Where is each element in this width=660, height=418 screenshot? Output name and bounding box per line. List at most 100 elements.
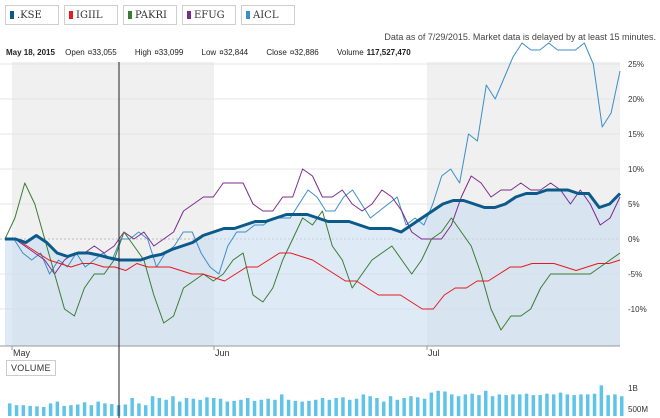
volume-bar — [144, 405, 148, 416]
volume-bar — [456, 396, 461, 416]
volume-bar — [592, 393, 597, 416]
volume-bar — [565, 394, 570, 416]
volume-bar — [436, 390, 440, 416]
volume-bar — [252, 400, 257, 416]
volume-bar — [545, 393, 549, 416]
volume-bar — [55, 401, 60, 416]
volume-bar — [422, 398, 427, 416]
y-tick-label: 10% — [628, 165, 644, 174]
volume-bar — [388, 396, 393, 416]
volume-bar — [613, 394, 617, 416]
volume-bar — [552, 394, 556, 416]
volume-bar — [171, 396, 175, 416]
volume-bar — [96, 401, 100, 416]
volume-bar — [191, 398, 196, 416]
volume-bar — [334, 398, 338, 416]
volume-bar — [586, 394, 590, 416]
y-tick-label: 0% — [628, 235, 640, 244]
volume-bar — [409, 396, 413, 416]
volume-bar — [239, 399, 243, 416]
volume-bar — [82, 402, 87, 416]
volume-bar — [103, 403, 107, 416]
volume-bar — [518, 394, 522, 416]
series-line-igiil[interactable] — [5, 238, 621, 310]
volume-toggle-button[interactable]: VOLUME — [6, 360, 56, 376]
volume-bar — [450, 394, 454, 416]
volume-bar — [470, 393, 474, 416]
volume-bar — [89, 405, 94, 416]
volume-bar — [320, 398, 325, 416]
volume-bar — [212, 398, 216, 416]
volume-bar — [361, 394, 366, 416]
volume-bar — [110, 404, 114, 416]
legend-pakri[interactable]: PAKRI — [123, 5, 177, 25]
volume-bar — [8, 403, 12, 416]
volume-bar — [218, 398, 223, 416]
legend-kse[interactable]: .KSE — [5, 5, 59, 25]
open-value: ¤33,055 — [87, 48, 117, 57]
y-tick-label: 20% — [628, 95, 644, 104]
legend-igiil[interactable]: IGIIL — [64, 5, 118, 25]
volume-bar — [327, 399, 332, 416]
pakri-swatch — [128, 11, 132, 19]
volume-bar — [48, 403, 53, 416]
volume-bar — [76, 404, 80, 416]
legend-pakri-label: PAKRI — [135, 9, 167, 21]
volume-bar — [620, 396, 624, 416]
volume-bar — [178, 401, 182, 416]
volume-bar — [273, 399, 277, 416]
volume-bar — [490, 396, 495, 416]
volume-bar — [198, 399, 202, 416]
volume-bar — [225, 401, 230, 416]
volume-bar — [259, 399, 264, 416]
volume-bar — [123, 404, 128, 416]
volume-bar — [42, 407, 46, 416]
ohlc-info-bar: May 18, 2015 Open ¤33,055 High ¤33,099 Low… — [6, 48, 419, 57]
volume-ticks: 1B 500M — [628, 384, 648, 414]
volume-bar — [62, 405, 66, 416]
volume-bar — [572, 395, 576, 416]
open-label: Open — [65, 48, 85, 57]
volume-bar — [497, 394, 502, 416]
series-line-kse[interactable] — [5, 188, 622, 262]
volume-bar — [531, 395, 536, 416]
legend-efug-label: EFUG — [194, 9, 225, 21]
volume-bar — [341, 397, 345, 416]
aicl-swatch — [246, 11, 250, 19]
legend-efug[interactable]: EFUG — [182, 5, 236, 25]
volume-bar — [538, 395, 542, 416]
volume-bar — [184, 398, 189, 416]
volume-bar — [368, 396, 372, 416]
volume-bar — [463, 394, 468, 416]
volume-bar — [69, 405, 73, 416]
legend-aicl[interactable]: AICL — [241, 5, 295, 25]
volume-bar — [137, 403, 141, 416]
volume-bar — [35, 406, 39, 416]
x-tick-label: May — [13, 348, 31, 358]
volume-bar — [28, 405, 32, 416]
volume-value: 117,527,470 — [366, 48, 411, 57]
y-tick-label: 15% — [628, 130, 644, 139]
volume-bar — [286, 399, 291, 416]
volume-bar — [484, 390, 488, 416]
series-line-pakri[interactable] — [4, 182, 621, 331]
volume-bar — [429, 392, 434, 416]
igiil-swatch — [69, 11, 73, 19]
high-label: High — [134, 48, 152, 57]
volume-bar — [606, 395, 610, 416]
volume-bar — [130, 398, 134, 416]
volume-bar — [599, 385, 604, 416]
volume-bar — [246, 398, 250, 416]
x-axis-ticks: May Jun Jul — [11, 346, 440, 358]
y-tick-label: 5% — [628, 200, 640, 209]
close-label: Close — [266, 48, 287, 57]
volume-bar — [443, 391, 447, 416]
series-line-efug[interactable] — [5, 168, 621, 275]
volume-bar — [395, 399, 400, 416]
y-axis-ticks: 25% 20% 15% 10% 5% 0% -5% -10% — [628, 60, 647, 314]
high-value: ¤33,099 — [154, 48, 184, 57]
volume-bar — [511, 394, 515, 416]
legend-aicl-label: AICL — [253, 9, 279, 21]
volume-bar — [232, 400, 236, 416]
